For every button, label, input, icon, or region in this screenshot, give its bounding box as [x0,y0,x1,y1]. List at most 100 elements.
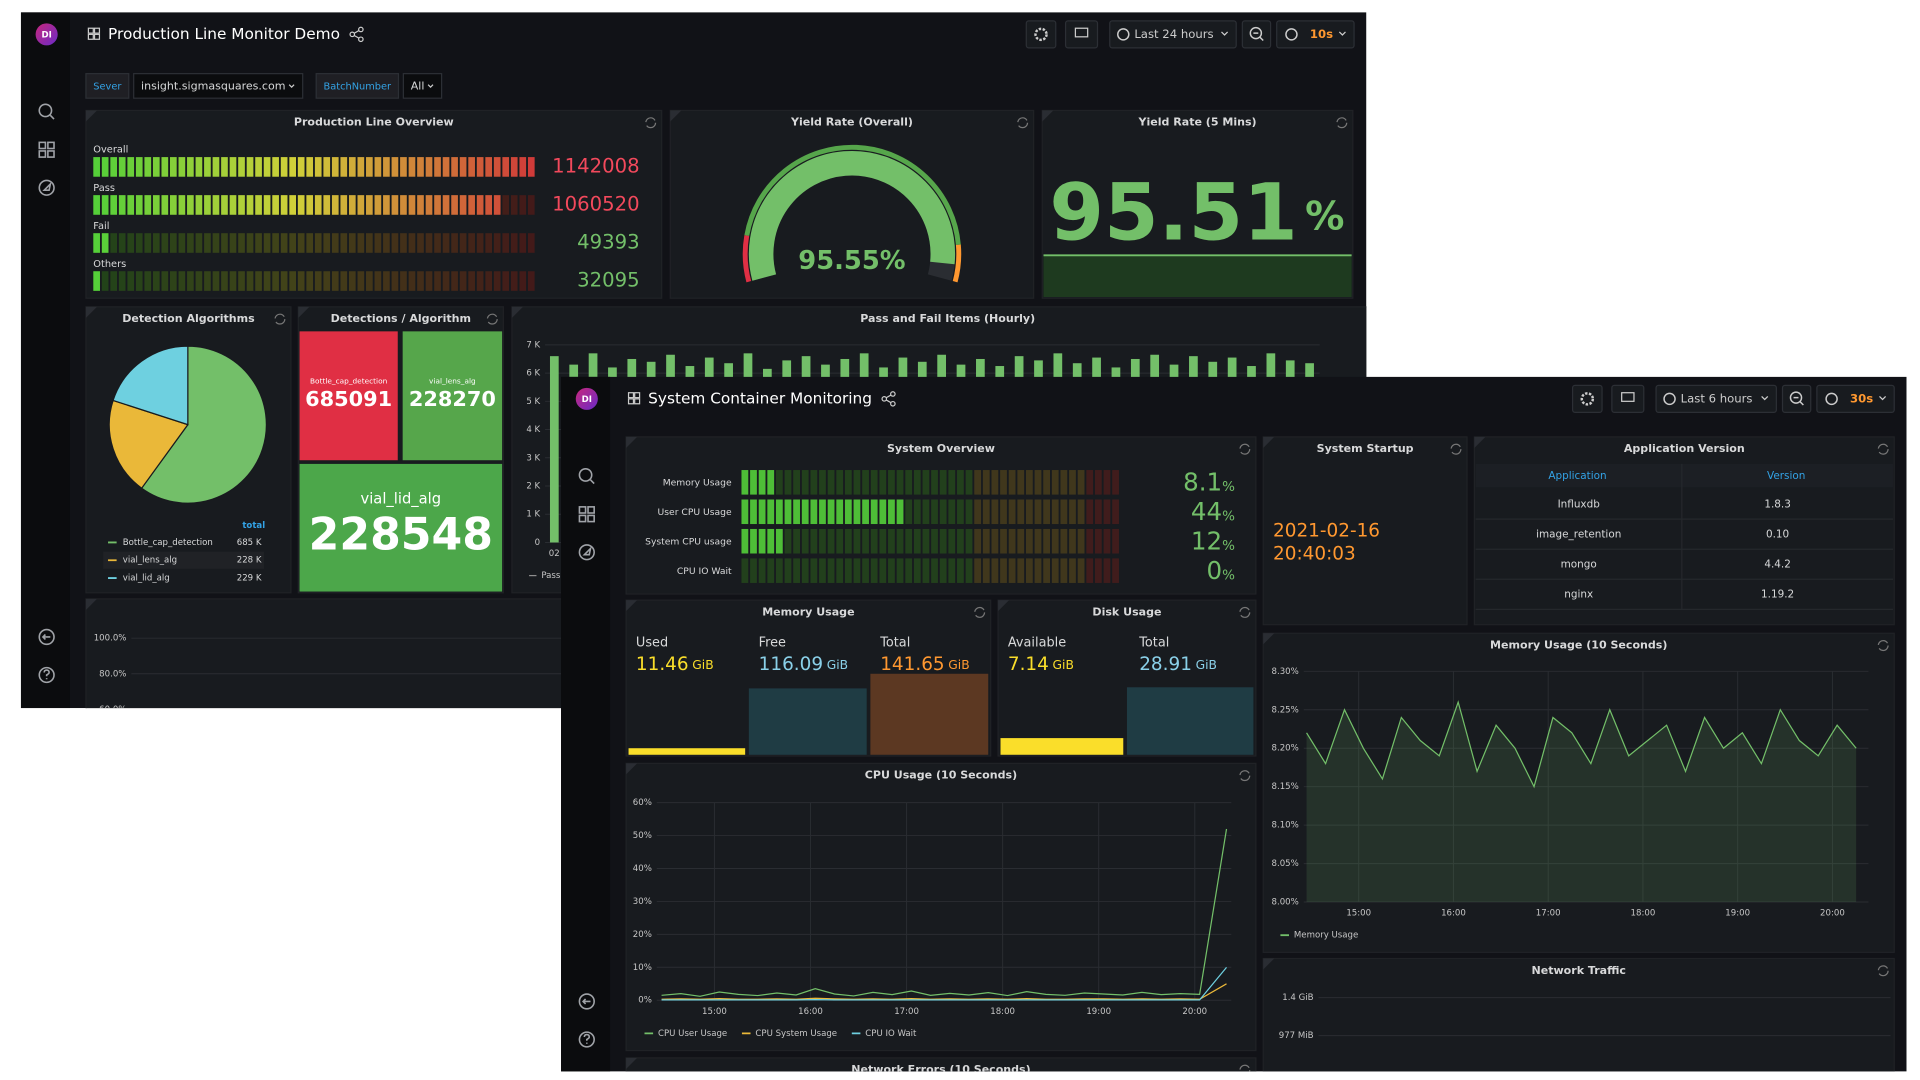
gauge-cell-lit [306,195,314,215]
share-icon-dot [890,391,896,397]
gauge-cell [451,271,458,291]
refresh-icon[interactable] [1285,28,1298,41]
tile-value: 685091 [305,387,392,411]
refresh-icon[interactable] [1825,392,1838,406]
gauge-cell [476,271,484,291]
avatar[interactable] [575,387,598,410]
gauge-cell-lit [263,157,271,177]
time-range-button[interactable] [1109,20,1237,49]
gauge-cell-lit [485,157,493,177]
row-value-number: 44 [1191,497,1222,526]
stat-number: 28.91 [1139,654,1192,675]
avatar[interactable] [35,23,58,46]
variable-dropdown[interactable] [402,73,443,99]
gauge-cell [1034,499,1042,525]
variable-value[interactable]: All [411,80,425,93]
sidebar-dashboards[interactable] [38,141,55,158]
gauge-cell-lit [819,499,826,525]
stat-number: 11.46 [636,654,689,675]
tv-mode-button[interactable] [1611,384,1645,413]
zoom-out-button[interactable] [1781,384,1812,413]
gauge-cell [425,233,433,253]
stat-value: 28.91 GiB [1139,654,1217,675]
sidebar-help[interactable] [38,666,55,684]
y-tick-label: 80.0% [99,669,126,679]
gauge-cell [527,233,535,253]
stat-tile [299,463,503,592]
stat-unit: GiB [827,658,848,672]
gauge-cell [170,271,177,291]
gauge-cell [879,528,887,554]
gauge-cell [888,470,895,495]
refresh-button[interactable] [1816,384,1895,413]
x-tick-label: 02 [549,549,560,559]
sidebar-dashboards[interactable] [578,506,595,523]
bar-gauge [93,271,100,291]
panel-info-corner [626,436,638,448]
refresh-interval[interactable]: 30s [1850,391,1873,405]
sidebar-explore[interactable] [38,179,55,196]
gauge-cell [836,470,844,495]
gauge-cell-lit [357,157,365,177]
gauge-cell [1094,470,1102,495]
cell: 0.10 [1766,528,1789,540]
gauge-cell-lit [280,195,288,215]
gauge-cell-lit [844,499,852,525]
refresh-interval[interactable]: 10s [1310,27,1333,41]
stat-name: Total [1138,636,1169,651]
icon [41,633,51,640]
icon [43,669,50,680]
gauge-cell [1043,528,1051,554]
bar-gauge [741,470,775,495]
time-range-button[interactable] [1655,384,1777,413]
settings-button[interactable] [1571,384,1603,413]
zoom-out-button[interactable] [1241,20,1272,49]
variable-dropdown[interactable] [133,73,304,99]
gauge-cell-lit [238,195,245,215]
gauge-cell [144,233,152,253]
dashboard-title[interactable]: System Container Monitoring [648,389,872,407]
sidebar-signin[interactable] [578,993,595,1010]
tv-mode-button[interactable] [1064,20,1099,49]
sidebar-explore[interactable] [578,544,595,561]
sidebar-signin[interactable] [38,628,55,646]
gauge-cell [1008,499,1016,525]
dashboard-title[interactable]: Production Line Monitor Demo [108,25,340,43]
gauge-cell-lit [519,157,527,177]
sidebar-help[interactable] [578,1031,595,1048]
column-header[interactable]: Application [1548,470,1606,482]
gauge-cell-lit [741,470,749,495]
settings-button[interactable] [1025,20,1057,49]
y-tick-label: 5 K [526,397,540,407]
gauge-cell [238,271,245,291]
cell: 1.19.2 [1761,589,1794,601]
gauge-cell-lit [758,499,766,525]
gauge-cell-lit [459,195,467,215]
gauge-cell [255,233,262,253]
gauge-cell [1025,528,1033,554]
time-range[interactable]: Last 24 hours [1134,27,1213,41]
variable-value[interactable]: insight.sigmasquares.com [141,80,285,93]
gauge-cell-lit [853,499,861,525]
sidebar-search[interactable] [38,103,55,120]
gauge-cell [1000,499,1007,525]
gauge-cell-lit [434,195,441,215]
gauge-cell [1112,528,1119,554]
icon [38,103,53,118]
cell: 1.8.3 [1764,498,1791,510]
gauge-cell-lit [238,157,245,177]
legend-label: Bottle_cap_detection [123,538,213,548]
column-header[interactable]: Version [1767,470,1805,482]
gauge-cell-lit [255,157,262,177]
gauge-cell-lit [331,157,339,177]
gauge-cell-lit [827,499,835,525]
gauge-cell-lit [93,271,100,291]
time-range[interactable]: Last 6 hours [1681,391,1753,405]
refresh-button[interactable] [1276,20,1355,49]
title-icon [634,392,641,399]
sidebar-search[interactable] [578,468,595,485]
gauge-cell-lit [485,195,493,215]
cell: image_retention [1536,528,1621,540]
gauge-cell-lit [135,157,143,177]
x-tick-label: 20:00 [1182,1007,1207,1017]
